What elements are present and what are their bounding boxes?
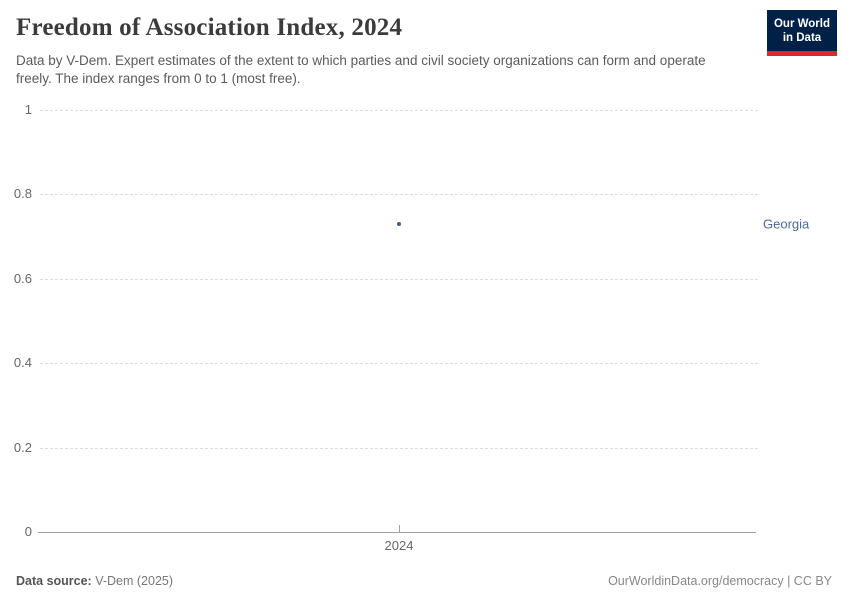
data-source-label: Data source: [16, 574, 92, 588]
owid-logo-line1: Our World [773, 18, 830, 30]
y-tick-label: 0.2 [13, 439, 32, 455]
data-source-value: V-Dem (2025) [91, 574, 174, 588]
y-tick-label: 0.8 [13, 186, 32, 202]
chart-footer: Data source: V-Dem (2025) OurWorldinData… [16, 574, 832, 588]
x-axis-line [38, 532, 756, 533]
data-source: Data source: V-Dem (2025) [16, 574, 173, 588]
plot-area: 0 0.2 0.4 0.6 0.8 1 2024 Georgia [14, 102, 809, 553]
gridline [40, 110, 758, 111]
gridline [40, 363, 758, 365]
y-tick-label: 0.4 [13, 355, 32, 371]
chart-subtitle: Data by V-Dem. Expert estimates of the e… [16, 53, 706, 86]
y-tick-label: 0 [24, 524, 32, 539]
attribution-link[interactable]: OurWorldinData.org/democracy | CC BY [608, 574, 832, 588]
owid-logo[interactable]: Our World in Data [767, 10, 837, 56]
owid-logo-line2: in Data [782, 32, 822, 44]
y-tick-label: 1 [24, 102, 32, 117]
gridline [40, 447, 758, 449]
y-tick-label: 0.6 [13, 270, 32, 286]
gridline [40, 194, 758, 196]
gridline [40, 278, 758, 280]
data-point-georgia[interactable] [397, 221, 401, 226]
x-tick-mark [399, 525, 400, 532]
chart-title: Freedom of Association Index, 2024 [16, 14, 403, 41]
x-tick-label: 2024 [384, 538, 414, 553]
entity-label-georgia[interactable]: Georgia [763, 216, 810, 232]
